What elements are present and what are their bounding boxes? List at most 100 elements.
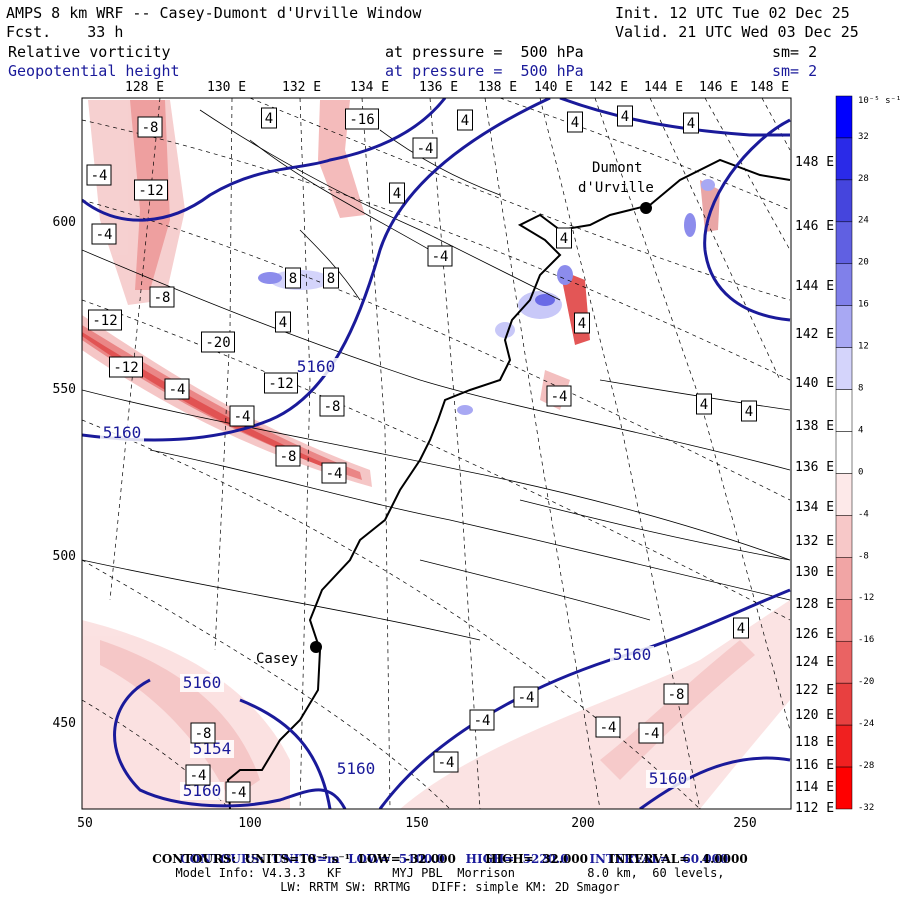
- vorticity-label-box: [469, 709, 495, 731]
- vorticity-label-box: [321, 462, 347, 484]
- vorticity-contour-label: 8: [289, 271, 297, 287]
- colorbar-swatch: [835, 179, 853, 223]
- right-longitude-labels: 148 E 146 E 144 E 142 E 140 E 138 E 136 E 134 E…: [795, 155, 834, 816]
- right-lon-label: 136 E: [795, 460, 834, 475]
- height-contour-label: 5160: [183, 673, 222, 692]
- colorbar-swatch: [835, 473, 853, 516]
- bottom-x-label: 250: [733, 816, 756, 831]
- vorticity-contour-label: 4: [393, 186, 401, 202]
- vorticity-label-box: [433, 751, 459, 773]
- vorticity-contour-label: 4: [560, 231, 568, 247]
- footer-line3: Model Info: V4.3.3 KF MYJ PBL Morrison 8…: [175, 866, 725, 880]
- top-lon-label: 140 E: [534, 80, 573, 95]
- left-y-label: 450: [53, 716, 76, 731]
- colorbar-swatch: [835, 389, 853, 432]
- colorbar-swatch: [835, 682, 853, 726]
- vorticity-contour-label: 4: [737, 621, 745, 637]
- bottom-x-label: 50: [77, 816, 93, 831]
- colorbar-swatch: [835, 221, 853, 265]
- vorticity-contour-label: 4: [745, 404, 753, 420]
- vorticity-contour-label: -4: [91, 168, 108, 184]
- bottom-x-label: 200: [571, 816, 594, 831]
- vorticity-contour-label: -4: [551, 389, 568, 405]
- footer-line4: LW: RRTM SW: RRTMG DIFF: simple KM: 2D S…: [280, 880, 620, 894]
- top-lon-label: 148 E: [750, 80, 789, 95]
- left-y-label: 550: [53, 382, 76, 397]
- colorbar-swatch: [835, 431, 853, 474]
- colorbar-tick-label: 24: [858, 216, 869, 226]
- right-lon-label: 142 E: [795, 327, 834, 342]
- vorticity-contour-label: -8: [668, 687, 685, 703]
- vorticity-contour-label: 4: [279, 315, 287, 331]
- vorticity-label-box: [264, 372, 298, 394]
- vorticity-contour-label: -4: [643, 726, 660, 742]
- vorticity-label-box: [225, 781, 251, 803]
- height-contour-label: 5160: [649, 769, 688, 788]
- colorbar-swatch: [835, 515, 853, 558]
- right-lon-label: 140 E: [795, 376, 834, 391]
- height-contour-label: 5160: [613, 645, 652, 664]
- colorbar-tick-label: -4: [858, 509, 869, 519]
- vorticity-contour-label: -4: [234, 409, 251, 425]
- vorticity-label-box: [285, 267, 301, 289]
- right-lon-label: 128 E: [795, 597, 834, 612]
- right-lon-label: 112 E: [795, 801, 834, 816]
- vorticity-label-box: [427, 245, 453, 267]
- right-lon-label: 130 E: [795, 565, 834, 580]
- colorbar-tick-label: 4: [858, 425, 863, 435]
- dumont-durville-station-marker: [640, 202, 652, 214]
- vorticity-label-box: [229, 405, 255, 427]
- footer-height-high: HIGH= 5220.0: [465, 852, 569, 866]
- vorticity-label-box: [323, 267, 339, 289]
- colorbar-tick-label: 16: [858, 300, 869, 310]
- colorbar-swatch: [835, 557, 853, 600]
- colorbar-tick-label: 0: [858, 467, 863, 477]
- vorticity-label-box: [137, 116, 163, 138]
- footer-height-units: CONTOURS: UNITS=m LOW= 5100.0: [180, 852, 445, 866]
- top-lon-label: 128 E: [125, 80, 164, 95]
- colorbar-swatch: [835, 347, 853, 390]
- vorticity-label-box: [546, 385, 572, 407]
- vorticity-label-box: [109, 356, 143, 378]
- vorticity-contour-label: -12: [268, 376, 293, 392]
- colorbar-tick-label: -12: [858, 593, 874, 603]
- vorticity-label-box: [86, 164, 112, 186]
- top-lon-label: 130 E: [207, 80, 246, 95]
- left-y-label: 500: [53, 549, 76, 564]
- valid-time: Valid. 21 UTC Wed 03 Dec 25: [615, 23, 859, 41]
- vorticity-contour-label: -4: [432, 249, 449, 265]
- vorticity-label-box: [134, 179, 168, 201]
- right-lon-label: 118 E: [795, 735, 834, 750]
- colorbar-swatch: [835, 724, 853, 768]
- colorbar-swatch: [835, 599, 853, 642]
- bottom-x-label: 150: [405, 816, 428, 831]
- vorticity-contour-label: -8: [195, 726, 212, 742]
- top-lon-label: 136 E: [419, 80, 458, 95]
- vorticity-contour-label: -4: [96, 227, 113, 243]
- vorticity-contour-label: -4: [190, 768, 207, 784]
- vorticity-label-box: [574, 312, 590, 334]
- vorticity-contour-label: -12: [92, 313, 117, 329]
- vorticity-contour-label: 4: [687, 116, 695, 132]
- vorticity-label-box: [389, 182, 405, 204]
- right-lon-label: 132 E: [795, 534, 834, 549]
- vorticity-label-box: [696, 393, 712, 415]
- vorticity-contour-label: 4: [461, 113, 469, 129]
- vorticity-label-box: [91, 223, 117, 245]
- colorbar-tick-label: -20: [858, 677, 874, 687]
- right-lon-label: 122 E: [795, 683, 834, 698]
- vorticity-label-box: [261, 107, 277, 129]
- vorticity-contour-label: -4: [438, 755, 455, 771]
- vorticity-label-box: [275, 445, 301, 467]
- vorticity-label-box: [457, 109, 473, 131]
- colorbar-tick-label: 20: [858, 258, 869, 268]
- vorticity-contour-label: 4: [700, 397, 708, 413]
- vorticity-contour-label: 4: [578, 316, 586, 332]
- colorbar-tick-label: 28: [858, 174, 869, 184]
- vorticity-label-box: [595, 716, 621, 738]
- colorbar-tick-label: -28: [858, 761, 874, 771]
- vorticity-contour-label: -4: [518, 690, 535, 706]
- top-lon-label: 146 E: [699, 80, 738, 95]
- vorticity-label-box: [741, 400, 757, 422]
- footer-line2: CONTOURS: UNITS=10⁻⁵ s⁻¹ LOW= -32.000 HI…: [152, 852, 748, 866]
